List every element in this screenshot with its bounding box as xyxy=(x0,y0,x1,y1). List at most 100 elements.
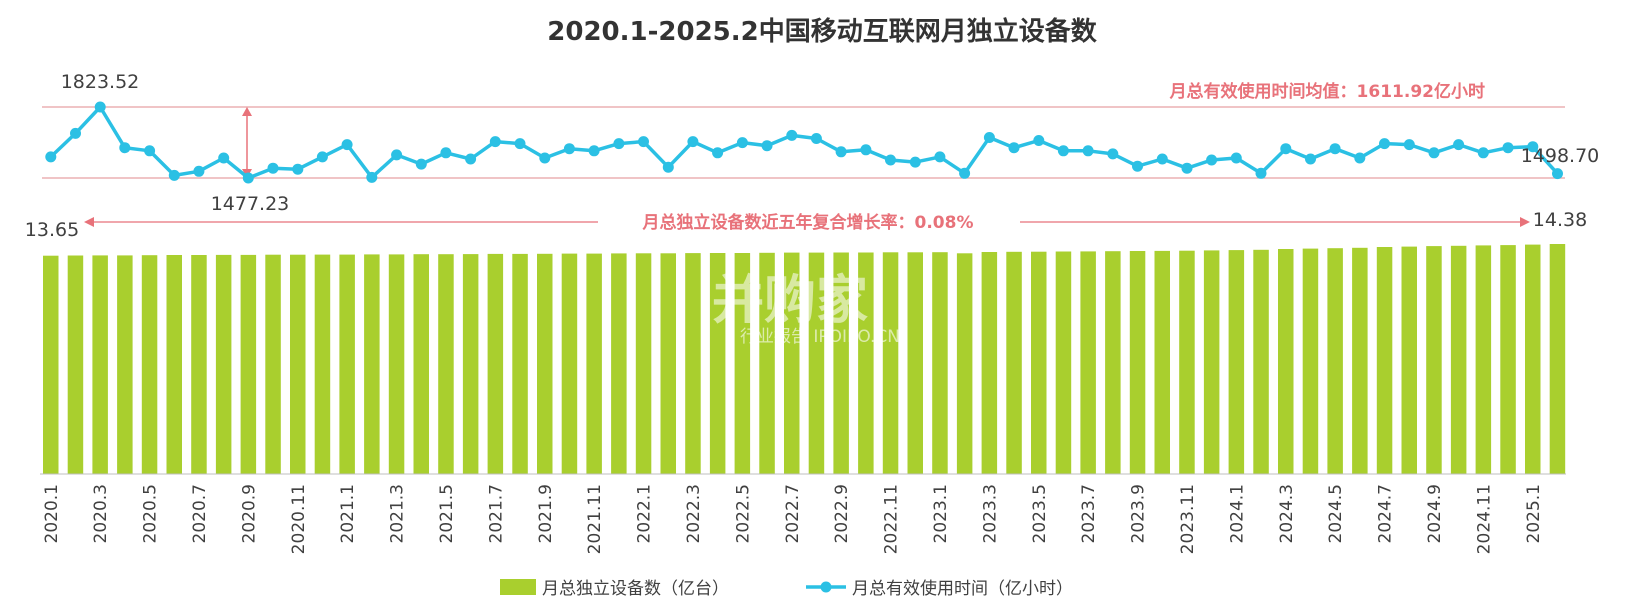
bar-2020.3 xyxy=(92,255,108,474)
line-point-2021.8 xyxy=(514,138,526,150)
bar-2024.10 xyxy=(1450,245,1467,474)
legend-line-marker xyxy=(820,581,832,593)
bar-2022.2 xyxy=(660,253,676,474)
bar-2024.9 xyxy=(1426,246,1442,474)
line-point-2021.5 xyxy=(440,147,452,159)
line-min-label: 1477.23 xyxy=(211,193,290,215)
tick-label-2021.11: 2021.11 xyxy=(585,484,605,554)
bar-2021.10 xyxy=(561,253,578,474)
line-point-2023.3 xyxy=(983,132,995,143)
line-point-2022.8 xyxy=(810,133,822,144)
tick-label-2024.7: 2024.7 xyxy=(1376,484,1396,543)
tick-label-2023.9: 2023.9 xyxy=(1129,484,1149,543)
x-axis-ticks: 2020.1 2020.3 2020.5 2020.7 2020.9 2020.11 202… xyxy=(42,484,1544,554)
watermark-sub: 行业报告 IPOIPO.CN xyxy=(740,327,900,347)
bar-2020.2 xyxy=(67,255,84,474)
bar-2024.6 xyxy=(1352,247,1368,474)
line-point-2024.1 xyxy=(1230,152,1242,164)
tick-label-2020.3: 2020.3 xyxy=(91,484,111,543)
line-point-2022.5 xyxy=(736,137,748,149)
line-point-2020.2 xyxy=(70,127,81,139)
bar-2022.4 xyxy=(709,253,726,474)
tick-label-2020.11: 2020.11 xyxy=(289,484,309,554)
line-point-2022.2 xyxy=(662,161,674,173)
line-series xyxy=(45,101,1563,184)
line-point-2020.4 xyxy=(119,142,131,154)
bar-2024.8 xyxy=(1401,246,1417,474)
line-point-2022.1 xyxy=(638,136,649,148)
tick-label-2024.3: 2024.3 xyxy=(1277,484,1297,543)
bar-2021.9 xyxy=(537,253,553,474)
line-point-2022.12 xyxy=(909,156,921,168)
tick-label-2023.1: 2023.1 xyxy=(931,484,951,543)
bar-2021.8 xyxy=(512,253,528,474)
tick-label-2021.9: 2021.9 xyxy=(536,484,556,543)
tick-label-2020.5: 2020.5 xyxy=(141,484,161,543)
line-point-2022.4 xyxy=(712,147,724,159)
line-point-2021.7 xyxy=(489,136,501,148)
line-point-2023.6 xyxy=(1057,145,1069,157)
line-point-2020.1 xyxy=(45,151,57,163)
tick-label-2021.7: 2021.7 xyxy=(486,484,506,543)
line-point-2021.11 xyxy=(588,145,600,157)
bar-2022.9 xyxy=(833,252,849,474)
bar-first-label: 13.65 xyxy=(25,219,79,241)
bar-2022.3 xyxy=(685,253,701,474)
bar-2020.8 xyxy=(215,254,232,474)
line-point-2024.6 xyxy=(1354,152,1366,164)
bar-2023.3 xyxy=(981,252,998,474)
bar-2020.12 xyxy=(314,254,331,474)
bar-2023.1 xyxy=(932,252,948,474)
bar-2024.7 xyxy=(1376,247,1393,474)
tick-label-2023.7: 2023.7 xyxy=(1079,484,1099,543)
bar-2022.10 xyxy=(858,252,874,474)
tick-label-2020.1: 2020.1 xyxy=(42,484,62,543)
cagr-arrow-head-right xyxy=(1520,217,1530,227)
legend-bar-label: 月总独立设备数（亿台） xyxy=(542,579,729,599)
watermark-brand: 并购家 xyxy=(712,271,868,331)
line-point-2022.3 xyxy=(687,136,699,148)
tick-label-2024.11: 2024.11 xyxy=(1474,484,1494,554)
bar-2021.1 xyxy=(339,254,355,474)
line-point-2020.12 xyxy=(316,151,328,163)
bar-2020.11 xyxy=(290,254,306,474)
bar-2021.7 xyxy=(487,253,504,474)
tick-label-2022.7: 2022.7 xyxy=(783,484,803,543)
bar-2024.4 xyxy=(1302,248,1319,474)
line-point-2021.3 xyxy=(391,149,403,161)
line-last-label: 1498.70 xyxy=(1521,145,1600,167)
legend-bar-swatch xyxy=(500,579,536,595)
line-point-2023.12 xyxy=(1206,154,1218,166)
line-point-2020.10 xyxy=(267,162,279,174)
bar-2020.4 xyxy=(117,255,133,474)
bar-2023.2 xyxy=(956,253,973,474)
tick-label-2022.5: 2022.5 xyxy=(733,484,753,543)
bar-2020.6 xyxy=(166,255,182,474)
bar-2020.7 xyxy=(191,255,207,474)
tick-label-2021.5: 2021.5 xyxy=(437,484,457,543)
tick-label-2023.11: 2023.11 xyxy=(1178,484,1198,554)
bar-2023.11 xyxy=(1179,250,1195,474)
tick-label-2021.3: 2021.3 xyxy=(388,484,408,543)
line-point-2021.4 xyxy=(415,158,427,170)
line-max-label: 1823.52 xyxy=(61,71,140,93)
bar-last-label: 14.38 xyxy=(1533,209,1587,231)
line-point-2024.9 xyxy=(1428,147,1440,159)
line-point-2020.7 xyxy=(193,165,205,177)
tick-label-2025.1: 2025.1 xyxy=(1524,484,1544,543)
tick-label-2022.11: 2022.11 xyxy=(882,484,902,554)
tick-label-2020.9: 2020.9 xyxy=(239,484,259,543)
line-point-2024.12 xyxy=(1502,142,1514,154)
bar-2024.12 xyxy=(1500,245,1516,474)
line-point-2024.7 xyxy=(1379,138,1390,150)
cagr-arrow-head-left xyxy=(84,217,94,227)
line-point-2025.2 xyxy=(1552,168,1563,180)
line-point-2020.11 xyxy=(292,163,304,175)
bar-2020.5 xyxy=(141,255,158,474)
bar-2025.2 xyxy=(1549,244,1566,474)
tick-label-2021.1: 2021.1 xyxy=(338,484,358,543)
tick-label-2022.9: 2022.9 xyxy=(832,484,852,543)
bar-2022.5 xyxy=(734,253,751,474)
line-point-2023.2 xyxy=(959,167,971,179)
